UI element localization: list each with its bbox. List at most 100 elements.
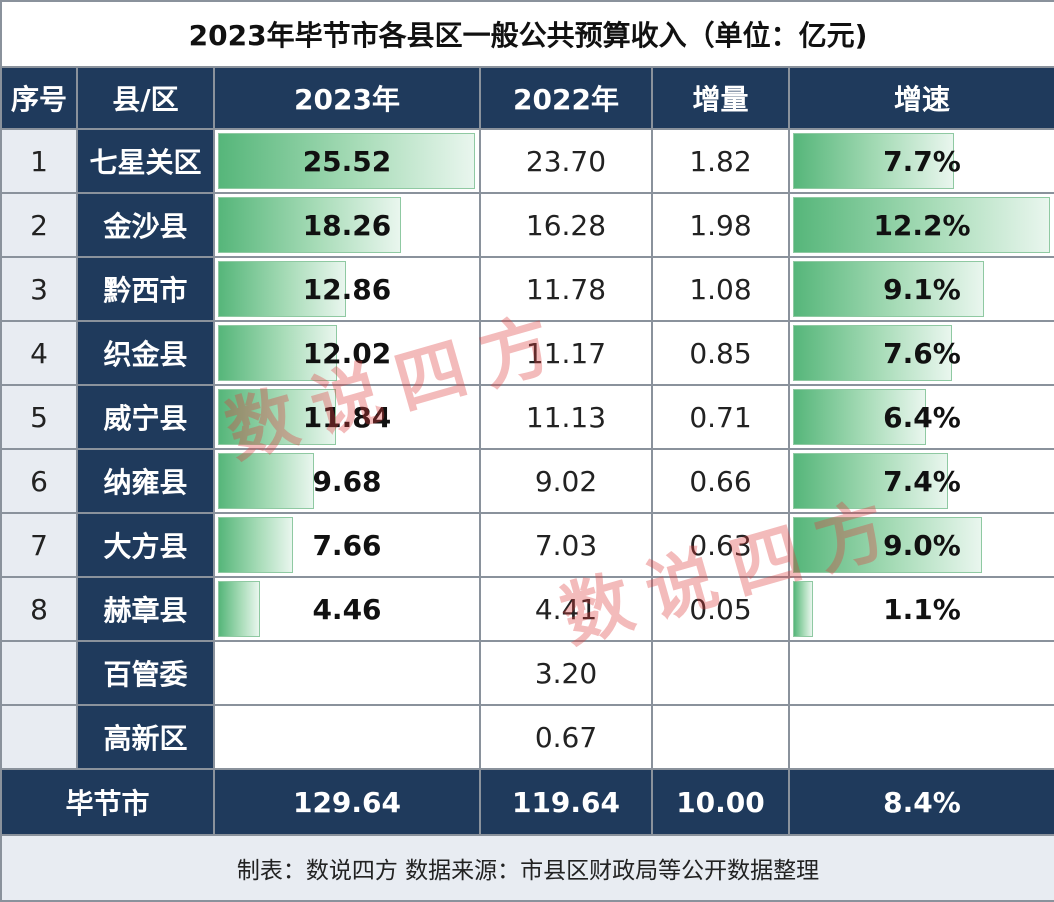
table-row: 7 大方县 7.66 7.03 0.63 9.0% xyxy=(0,512,1054,578)
value-growth: 12.2% xyxy=(873,208,971,242)
cell-growth: 7.4% xyxy=(787,448,1054,514)
value-2023: 7.66 xyxy=(312,528,382,562)
value-2023: 9.68 xyxy=(312,464,382,498)
cell-2023: 12.02 xyxy=(213,320,481,386)
value-2023: 11.84 xyxy=(302,400,392,434)
bar-growth xyxy=(793,325,952,381)
cell-growth: 7.6% xyxy=(787,320,1054,386)
row-index: 6 xyxy=(0,448,78,514)
bar-2023 xyxy=(218,453,314,509)
cell-increase: 0.71 xyxy=(651,384,790,450)
header-growth: 增速 xyxy=(787,66,1054,130)
table-row: 5 威宁县 11.84 11.13 0.71 6.4% xyxy=(0,384,1054,450)
header-index: 序号 xyxy=(0,66,78,130)
bar-2023 xyxy=(218,517,294,573)
value-2023: 4.46 xyxy=(312,592,382,626)
cell-2023: 12.86 xyxy=(213,256,481,322)
row-name: 七星关区 xyxy=(76,128,215,194)
bar-2023 xyxy=(218,261,347,317)
header-increase: 增量 xyxy=(651,66,790,130)
header-name: 县/区 xyxy=(76,66,215,130)
total-2023: 129.64 xyxy=(213,768,481,836)
cell-2023: 4.46 xyxy=(213,576,481,642)
cell-2022: 11.78 xyxy=(479,256,653,322)
table-row: 高新区 0.67 xyxy=(0,704,1054,770)
footer-row: 制表：数说四方 数据来源：市县区财政局等公开数据整理 xyxy=(0,834,1054,902)
cell-growth xyxy=(787,704,1054,770)
bar-growth xyxy=(793,197,1051,253)
value-growth: 9.0% xyxy=(883,528,961,562)
cell-2022: 11.13 xyxy=(479,384,653,450)
total-increase: 10.00 xyxy=(651,768,790,836)
value-2023: 12.86 xyxy=(302,272,392,306)
cell-2022: 11.17 xyxy=(479,320,653,386)
bar-growth xyxy=(793,517,982,573)
bar-2023 xyxy=(218,389,336,445)
header-2023: 2023年 xyxy=(213,66,481,130)
cell-2023: 11.84 xyxy=(213,384,481,450)
total-2022: 119.64 xyxy=(479,768,653,836)
total-row: 毕节市 129.64 119.64 10.00 8.4% xyxy=(0,768,1054,836)
bar-growth xyxy=(793,453,948,509)
table-row: 6 纳雍县 9.68 9.02 0.66 7.4% xyxy=(0,448,1054,514)
cell-2023: 18.26 xyxy=(213,192,481,258)
cell-2022: 23.70 xyxy=(479,128,653,194)
table-row: 1 七星关区 25.52 23.70 1.82 7.7% xyxy=(0,128,1054,194)
value-2023: 12.02 xyxy=(302,336,392,370)
row-name: 黔西市 xyxy=(76,256,215,322)
bar-2023 xyxy=(218,325,338,381)
total-growth: 8.4% xyxy=(787,768,1054,836)
cell-2023: 7.66 xyxy=(213,512,481,578)
cell-2022: 0.67 xyxy=(479,704,653,770)
cell-2023: 9.68 xyxy=(213,448,481,514)
cell-2022: 3.20 xyxy=(479,640,653,706)
table-row: 2 金沙县 18.26 16.28 1.98 12.2% xyxy=(0,192,1054,258)
cell-increase: 1.08 xyxy=(651,256,790,322)
cell-increase: 1.82 xyxy=(651,128,790,194)
total-name: 毕节市 xyxy=(0,768,215,836)
row-name: 织金县 xyxy=(76,320,215,386)
row-name: 大方县 xyxy=(76,512,215,578)
header-2022: 2022年 xyxy=(479,66,653,130)
cell-increase xyxy=(651,704,790,770)
row-index xyxy=(0,640,78,706)
value-growth: 6.4% xyxy=(883,400,961,434)
header-row: 序号 县/区 2023年 2022年 增量 增速 xyxy=(0,66,1054,130)
cell-increase: 0.66 xyxy=(651,448,790,514)
row-index: 8 xyxy=(0,576,78,642)
cell-increase: 0.63 xyxy=(651,512,790,578)
cell-2022: 4.41 xyxy=(479,576,653,642)
value-growth: 7.6% xyxy=(883,336,961,370)
row-name: 高新区 xyxy=(76,704,215,770)
bar-2023 xyxy=(218,581,261,637)
table-row: 3 黔西市 12.86 11.78 1.08 9.1% xyxy=(0,256,1054,322)
cell-growth: 9.1% xyxy=(787,256,1054,322)
bar-growth xyxy=(793,261,984,317)
row-name: 百管委 xyxy=(76,640,215,706)
value-2023: 18.26 xyxy=(302,208,392,242)
table-row: 8 赫章县 4.46 4.41 0.05 1.1% xyxy=(0,576,1054,642)
cell-2023 xyxy=(213,704,481,770)
title-row: 2023年毕节市各县区一般公共预算收入（单位：亿元) xyxy=(0,0,1054,68)
cell-2023 xyxy=(213,640,481,706)
cell-increase: 0.85 xyxy=(651,320,790,386)
bar-growth xyxy=(793,389,927,445)
row-name: 纳雍县 xyxy=(76,448,215,514)
cell-growth: 7.7% xyxy=(787,128,1054,194)
row-index: 7 xyxy=(0,512,78,578)
cell-2023: 25.52 xyxy=(213,128,481,194)
value-growth: 1.1% xyxy=(883,592,961,626)
cell-growth: 12.2% xyxy=(787,192,1054,258)
row-index: 2 xyxy=(0,192,78,258)
cell-growth: 9.0% xyxy=(787,512,1054,578)
row-name: 金沙县 xyxy=(76,192,215,258)
cell-growth xyxy=(787,640,1054,706)
cell-increase xyxy=(651,640,790,706)
table-row: 4 织金县 12.02 11.17 0.85 7.6% xyxy=(0,320,1054,386)
bar-2023 xyxy=(218,133,476,189)
footer-note: 制表：数说四方 数据来源：市县区财政局等公开数据整理 xyxy=(0,834,1054,902)
table-row: 百管委 3.20 xyxy=(0,640,1054,706)
row-index xyxy=(0,704,78,770)
row-index: 3 xyxy=(0,256,78,322)
